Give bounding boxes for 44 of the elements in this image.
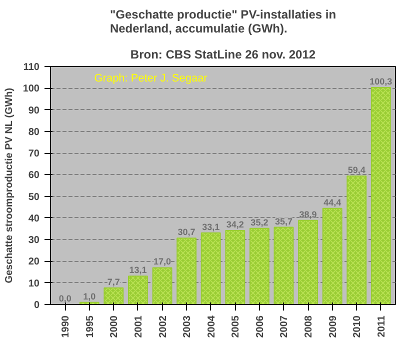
data-label: 35,7 <box>274 216 293 226</box>
data-label: 33,1 <box>202 222 220 232</box>
data-label: 38,9 <box>299 209 317 220</box>
chart-title: "Geschatte productie" PV-installaties in Nederland, accumulatie (GWh). <box>110 8 336 36</box>
data-label: 30,7 <box>178 227 196 238</box>
data-label: 35,2 <box>250 217 268 228</box>
x-tick-label: 2005 <box>230 315 242 338</box>
x-tick-label: 2004 <box>206 315 218 338</box>
y-axis-title: Geschatte stroomproductie PV NL (GWh) <box>4 88 15 284</box>
data-label: 17,0 <box>154 256 172 267</box>
y-tick-label: 60 <box>28 170 40 182</box>
x-tick-label: 2002 <box>158 315 169 338</box>
y-tick-label: 20 <box>28 256 40 268</box>
y-tick-label: 90 <box>28 105 40 116</box>
y-tick-label: 100 <box>22 84 40 95</box>
x-tick-label: 1995 <box>84 315 96 338</box>
y-tick-label: 110 <box>23 62 40 73</box>
data-label: 34,2 <box>226 220 244 230</box>
x-tick-label: 2011 <box>376 315 388 338</box>
annotation: Graph: Peter J. Segaar <box>94 72 208 84</box>
x-tick-label: 1990 <box>60 315 72 338</box>
y-tick-label: 0 <box>34 300 40 311</box>
y-tick-label: 50 <box>28 192 40 203</box>
data-label: 100,3 <box>370 76 392 86</box>
data-label: 1,0 <box>83 291 96 302</box>
x-tick-label: 2009 <box>328 315 339 338</box>
x-tick-label: 2007 <box>279 315 290 338</box>
y-tick-label: 30 <box>28 235 40 246</box>
data-label: 0,0 <box>58 294 72 304</box>
x-tick-label: 2001 <box>133 315 144 338</box>
x-tick-label: 2008 <box>304 315 315 338</box>
x-tick-label: 2000 <box>109 315 120 338</box>
x-tick-label: 2010 <box>352 315 364 338</box>
data-label: 44,4 <box>324 197 342 208</box>
x-tick-label: 2003 <box>182 315 194 338</box>
y-tick-label: 10 <box>28 278 40 290</box>
data-label: 13,1 <box>129 265 147 276</box>
y-tick-label: 40 <box>28 213 40 224</box>
y-tick-label: 80 <box>28 126 40 138</box>
chart-subtitle: Bron: CBS StatLine 26 nov. 2012 <box>130 48 316 62</box>
data-label: 7,7 <box>107 276 120 287</box>
x-tick-label: 2006 <box>254 315 266 338</box>
data-label: 59,4 <box>348 164 366 175</box>
y-tick-label: 70 <box>28 148 40 160</box>
